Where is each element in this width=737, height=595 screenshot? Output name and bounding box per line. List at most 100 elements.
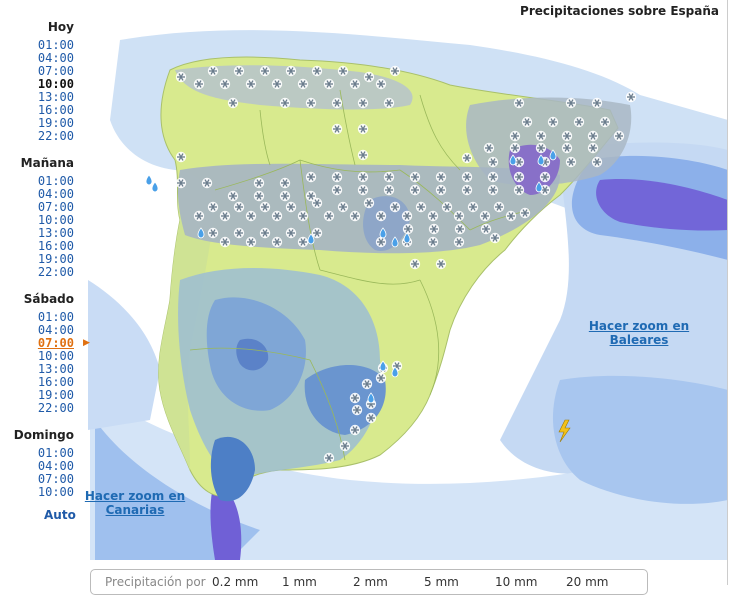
time-link[interactable]: 13:00 xyxy=(37,362,74,376)
snowflake-icon xyxy=(453,236,465,248)
snowflake-icon xyxy=(357,171,369,183)
legend-title: Precipitación por xyxy=(105,575,206,589)
snowflake-icon xyxy=(565,156,577,168)
time-link[interactable]: 22:00 xyxy=(37,129,74,143)
time-link[interactable]: 13:00 xyxy=(37,90,74,104)
raindrop-icon xyxy=(151,181,159,193)
day-label: Sábado xyxy=(23,292,74,306)
snowflake-icon xyxy=(365,412,377,424)
snow-markers xyxy=(175,65,637,464)
snowflake-icon xyxy=(271,210,283,222)
zoom-canarias-link[interactable]: Hacer zoom en Canarias xyxy=(84,489,186,517)
time-link[interactable]: 01:00 xyxy=(37,38,74,52)
auto-play-button[interactable]: Auto xyxy=(44,508,76,522)
time-link[interactable]: 07:00 xyxy=(37,336,74,350)
snowflake-icon xyxy=(305,97,317,109)
snowflake-icon xyxy=(487,171,499,183)
time-link[interactable]: 16:00 xyxy=(37,239,74,253)
snowflake-icon xyxy=(591,97,603,109)
snowflake-icon xyxy=(535,142,547,154)
snowflake-icon xyxy=(375,372,387,384)
lightning-icon xyxy=(558,419,571,443)
snowflake-icon xyxy=(435,171,447,183)
snowflake-icon xyxy=(402,223,414,235)
snowflake-icon xyxy=(253,177,265,189)
raindrop-icon xyxy=(391,366,399,378)
time-link[interactable]: 04:00 xyxy=(37,51,74,65)
time-link[interactable]: 10:00 xyxy=(37,77,74,91)
snowflake-icon xyxy=(331,123,343,135)
zoom-baleares-link[interactable]: Hacer zoom en Baleares xyxy=(588,319,690,347)
snowflake-icon xyxy=(331,97,343,109)
snowflake-icon xyxy=(489,232,501,244)
snowflake-icon xyxy=(487,184,499,196)
snowflake-icon xyxy=(389,201,401,213)
time-link[interactable]: 16:00 xyxy=(37,103,74,117)
snowflake-icon xyxy=(375,210,387,222)
snowflake-icon xyxy=(337,201,349,213)
precipitation-legend: Precipitación por 0.2 mm 1 mm 2 mm 5 mm … xyxy=(90,569,648,595)
time-link[interactable]: 04:00 xyxy=(37,323,74,337)
snowflake-icon xyxy=(357,149,369,161)
snowflake-icon xyxy=(415,201,427,213)
rain-dark-inner xyxy=(236,338,269,371)
sea-rain-west xyxy=(88,280,160,430)
snowflake-icon xyxy=(409,258,421,270)
time-link[interactable]: 19:00 xyxy=(37,388,74,402)
time-link[interactable]: 07:00 xyxy=(37,200,74,214)
raindrop-icon xyxy=(379,360,387,372)
gibraltar-heavy xyxy=(210,480,242,560)
snowflake-icon xyxy=(339,440,351,452)
time-link[interactable]: 19:00 xyxy=(37,116,74,130)
snowflake-icon xyxy=(383,184,395,196)
snowflake-icon xyxy=(561,142,573,154)
snowflake-icon xyxy=(591,156,603,168)
time-link[interactable]: 04:00 xyxy=(37,459,74,473)
time-link[interactable]: 10:00 xyxy=(37,485,74,499)
rain-core-coast xyxy=(210,436,255,502)
time-link[interactable]: 04:00 xyxy=(37,187,74,201)
time-link[interactable]: 13:00 xyxy=(37,226,74,240)
time-link[interactable]: 10:00 xyxy=(37,349,74,363)
current-time-arrow-icon: ▶ xyxy=(83,338,90,348)
snowflake-icon xyxy=(363,71,375,83)
time-link[interactable]: 10:00 xyxy=(37,213,74,227)
snowflake-icon xyxy=(219,78,231,90)
snowflake-icon xyxy=(479,210,491,222)
sea-rain-east-core xyxy=(596,179,728,231)
legend-level: 0.2 mm xyxy=(212,575,259,589)
time-link[interactable]: 22:00 xyxy=(37,401,74,415)
time-link[interactable]: 19:00 xyxy=(37,252,74,266)
snowflake-icon xyxy=(331,171,343,183)
snowflake-icon xyxy=(509,142,521,154)
snowflake-icon xyxy=(363,197,375,209)
legend-level: 20 mm xyxy=(566,575,609,589)
snowflake-icon xyxy=(383,171,395,183)
time-link[interactable]: 22:00 xyxy=(37,265,74,279)
snowflake-icon xyxy=(483,142,495,154)
time-link[interactable]: 07:00 xyxy=(37,64,74,78)
snowflake-icon xyxy=(259,227,271,239)
snowflake-icon xyxy=(467,201,479,213)
snowflake-icon xyxy=(259,65,271,77)
snowflake-icon xyxy=(375,78,387,90)
day-label: Hoy xyxy=(47,20,74,34)
snowflake-icon xyxy=(389,65,401,77)
snow-band-northeast xyxy=(466,97,632,186)
time-link[interactable]: 01:00 xyxy=(37,446,74,460)
time-link[interactable]: 01:00 xyxy=(37,174,74,188)
time-link[interactable]: 07:00 xyxy=(37,472,74,486)
snowflake-icon xyxy=(337,65,349,77)
page-title: Precipitaciones sobre España xyxy=(520,4,719,18)
snowflake-icon xyxy=(297,210,309,222)
time-link[interactable]: 01:00 xyxy=(37,310,74,324)
sea-rain-south xyxy=(90,390,728,560)
snowflake-icon xyxy=(245,236,257,248)
snowflake-icon xyxy=(573,116,585,128)
snowflake-icon xyxy=(311,65,323,77)
snowflake-icon xyxy=(219,236,231,248)
time-link[interactable]: 16:00 xyxy=(37,375,74,389)
snowflake-icon xyxy=(285,65,297,77)
snowflake-icon xyxy=(279,97,291,109)
